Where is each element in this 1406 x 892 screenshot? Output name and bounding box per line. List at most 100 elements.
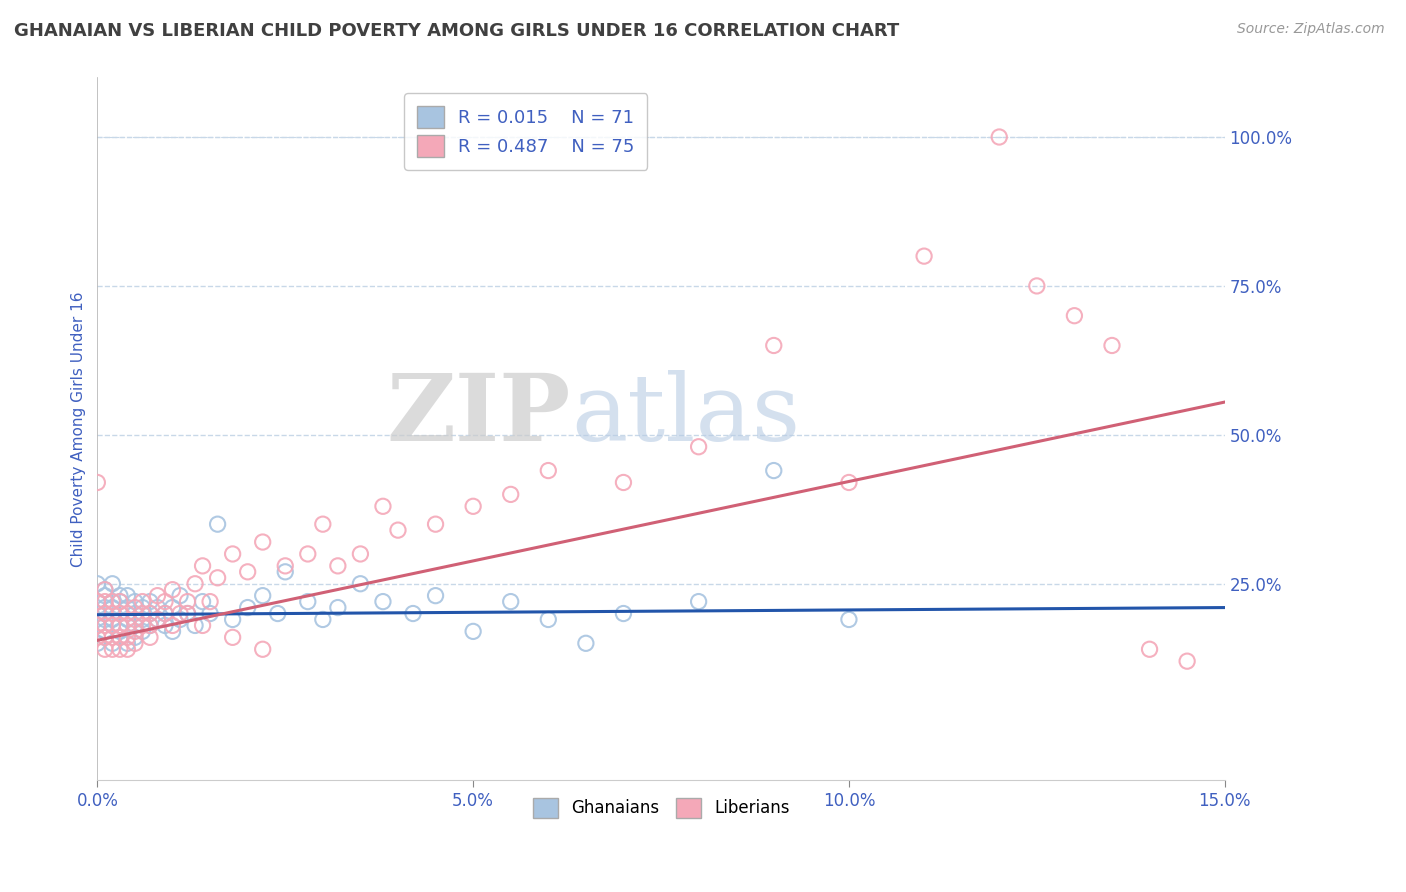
Point xyxy=(252,589,274,603)
Point xyxy=(297,547,319,561)
Point xyxy=(153,607,176,621)
Point xyxy=(94,631,117,645)
Point xyxy=(176,607,198,621)
Point xyxy=(349,576,371,591)
Point xyxy=(94,612,117,626)
Text: ZIP: ZIP xyxy=(387,370,571,459)
Point xyxy=(371,500,394,514)
Text: atlas: atlas xyxy=(571,370,800,459)
Point xyxy=(838,612,860,626)
Point xyxy=(86,576,108,591)
Point xyxy=(762,338,785,352)
Point xyxy=(499,594,522,608)
Point xyxy=(117,642,139,657)
Point xyxy=(198,607,221,621)
Point xyxy=(124,636,146,650)
Point xyxy=(221,631,243,645)
Point xyxy=(838,475,860,490)
Point xyxy=(169,607,191,621)
Point xyxy=(688,594,710,608)
Point xyxy=(117,631,139,645)
Point xyxy=(146,589,169,603)
Point xyxy=(124,618,146,632)
Point xyxy=(162,582,184,597)
Point xyxy=(108,607,131,621)
Point xyxy=(108,631,131,645)
Point xyxy=(94,618,117,632)
Point xyxy=(124,631,146,645)
Point xyxy=(101,576,124,591)
Point xyxy=(988,130,1011,145)
Point xyxy=(101,618,124,632)
Point xyxy=(108,631,131,645)
Point xyxy=(139,618,162,632)
Point xyxy=(146,612,169,626)
Point xyxy=(463,500,485,514)
Point xyxy=(297,594,319,608)
Point xyxy=(94,594,117,608)
Point xyxy=(94,607,117,621)
Point xyxy=(131,594,153,608)
Point xyxy=(86,618,108,632)
Point xyxy=(124,600,146,615)
Point xyxy=(387,523,409,537)
Point xyxy=(425,589,447,603)
Point xyxy=(124,607,146,621)
Point xyxy=(153,607,176,621)
Point xyxy=(912,249,935,263)
Point xyxy=(117,607,139,621)
Point xyxy=(108,624,131,639)
Point xyxy=(94,631,117,645)
Point xyxy=(326,600,349,615)
Point xyxy=(184,576,207,591)
Point xyxy=(191,558,214,573)
Point xyxy=(108,594,131,608)
Point xyxy=(101,642,124,657)
Point xyxy=(139,607,162,621)
Point xyxy=(108,607,131,621)
Point xyxy=(1025,279,1047,293)
Point xyxy=(207,571,229,585)
Point xyxy=(207,517,229,532)
Point xyxy=(153,594,176,608)
Legend: Ghanaians, Liberians: Ghanaians, Liberians xyxy=(526,791,796,825)
Point xyxy=(131,607,153,621)
Point xyxy=(612,607,634,621)
Point xyxy=(124,612,146,626)
Point xyxy=(139,618,162,632)
Point xyxy=(688,440,710,454)
Point xyxy=(101,594,124,608)
Point xyxy=(1139,642,1161,657)
Point xyxy=(221,612,243,626)
Point xyxy=(131,618,153,632)
Point xyxy=(94,589,117,603)
Point xyxy=(146,600,169,615)
Point xyxy=(117,612,139,626)
Point xyxy=(169,612,191,626)
Point xyxy=(162,618,184,632)
Point xyxy=(1063,309,1085,323)
Point xyxy=(139,631,162,645)
Point xyxy=(94,582,117,597)
Point xyxy=(101,631,124,645)
Point xyxy=(312,517,335,532)
Point xyxy=(762,464,785,478)
Point xyxy=(131,624,153,639)
Point xyxy=(169,589,191,603)
Point xyxy=(236,600,259,615)
Point xyxy=(94,582,117,597)
Point xyxy=(537,612,560,626)
Point xyxy=(267,607,290,621)
Point xyxy=(139,607,162,621)
Point xyxy=(94,600,117,615)
Point xyxy=(1175,654,1198,668)
Point xyxy=(94,607,117,621)
Point xyxy=(349,547,371,561)
Point xyxy=(101,612,124,626)
Point xyxy=(153,618,176,632)
Point xyxy=(86,607,108,621)
Point xyxy=(101,600,124,615)
Point xyxy=(499,487,522,501)
Point xyxy=(221,547,243,561)
Point xyxy=(108,594,131,608)
